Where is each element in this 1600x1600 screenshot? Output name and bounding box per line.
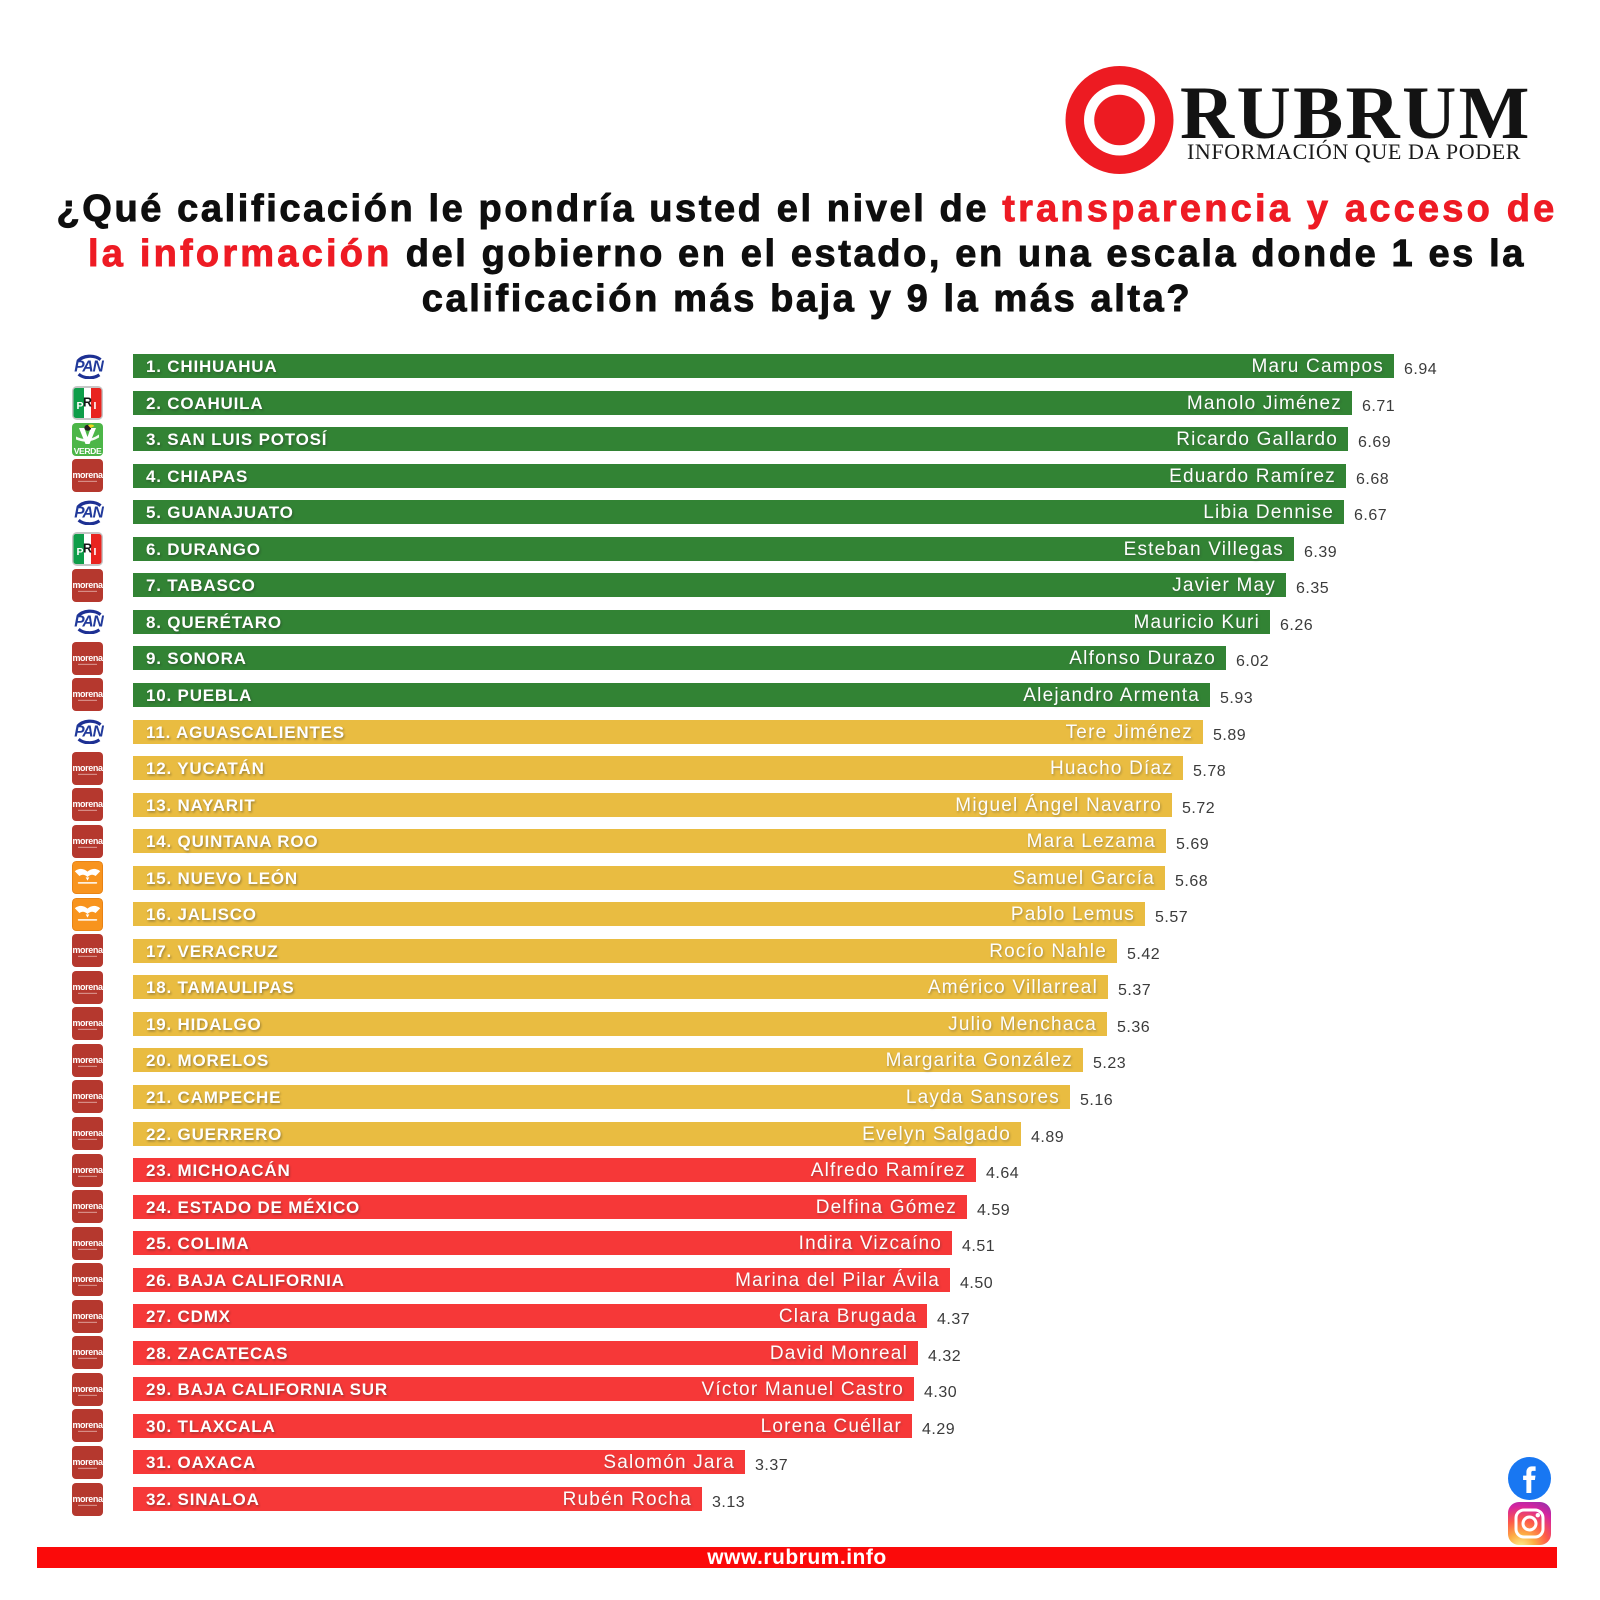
svg-text:morena: morena xyxy=(72,982,103,992)
svg-text:morena: morena xyxy=(72,799,103,809)
svg-text:R: R xyxy=(83,396,92,410)
svg-text:morena: morena xyxy=(72,1420,103,1430)
svg-text:morena: morena xyxy=(72,689,103,699)
svg-text:morena: morena xyxy=(72,836,103,846)
svg-text:morena: morena xyxy=(72,1384,103,1394)
svg-text:I: I xyxy=(94,400,97,412)
svg-text:morena: morena xyxy=(72,1347,103,1357)
svg-text:morena: morena xyxy=(72,653,103,663)
svg-text:morena: morena xyxy=(72,1128,103,1138)
svg-text:morena: morena xyxy=(72,470,103,480)
svg-text:I: I xyxy=(94,546,97,558)
svg-text:morena: morena xyxy=(72,1091,103,1101)
svg-text:PAN: PAN xyxy=(74,724,104,741)
svg-text:morena: morena xyxy=(72,1238,103,1248)
svg-text:morena: morena xyxy=(72,1165,103,1175)
svg-text:morena: morena xyxy=(72,945,103,955)
svg-text:morena: morena xyxy=(72,1494,103,1504)
svg-text:PAN: PAN xyxy=(74,505,104,522)
svg-text:PAN: PAN xyxy=(74,614,104,631)
svg-text:morena: morena xyxy=(72,763,103,773)
svg-text:morena: morena xyxy=(72,1201,103,1211)
svg-text:P: P xyxy=(76,546,83,558)
svg-text:morena: morena xyxy=(72,1018,103,1028)
svg-text:VERDE: VERDE xyxy=(74,446,102,456)
svg-text:morena: morena xyxy=(72,580,103,590)
svg-text:morena: morena xyxy=(72,1055,103,1065)
svg-text:R: R xyxy=(83,542,92,556)
svg-text:PAN: PAN xyxy=(74,359,104,376)
svg-text:morena: morena xyxy=(72,1457,103,1467)
svg-text:morena: morena xyxy=(72,1274,103,1284)
svg-text:morena: morena xyxy=(72,1311,103,1321)
svg-text:P: P xyxy=(76,400,83,412)
